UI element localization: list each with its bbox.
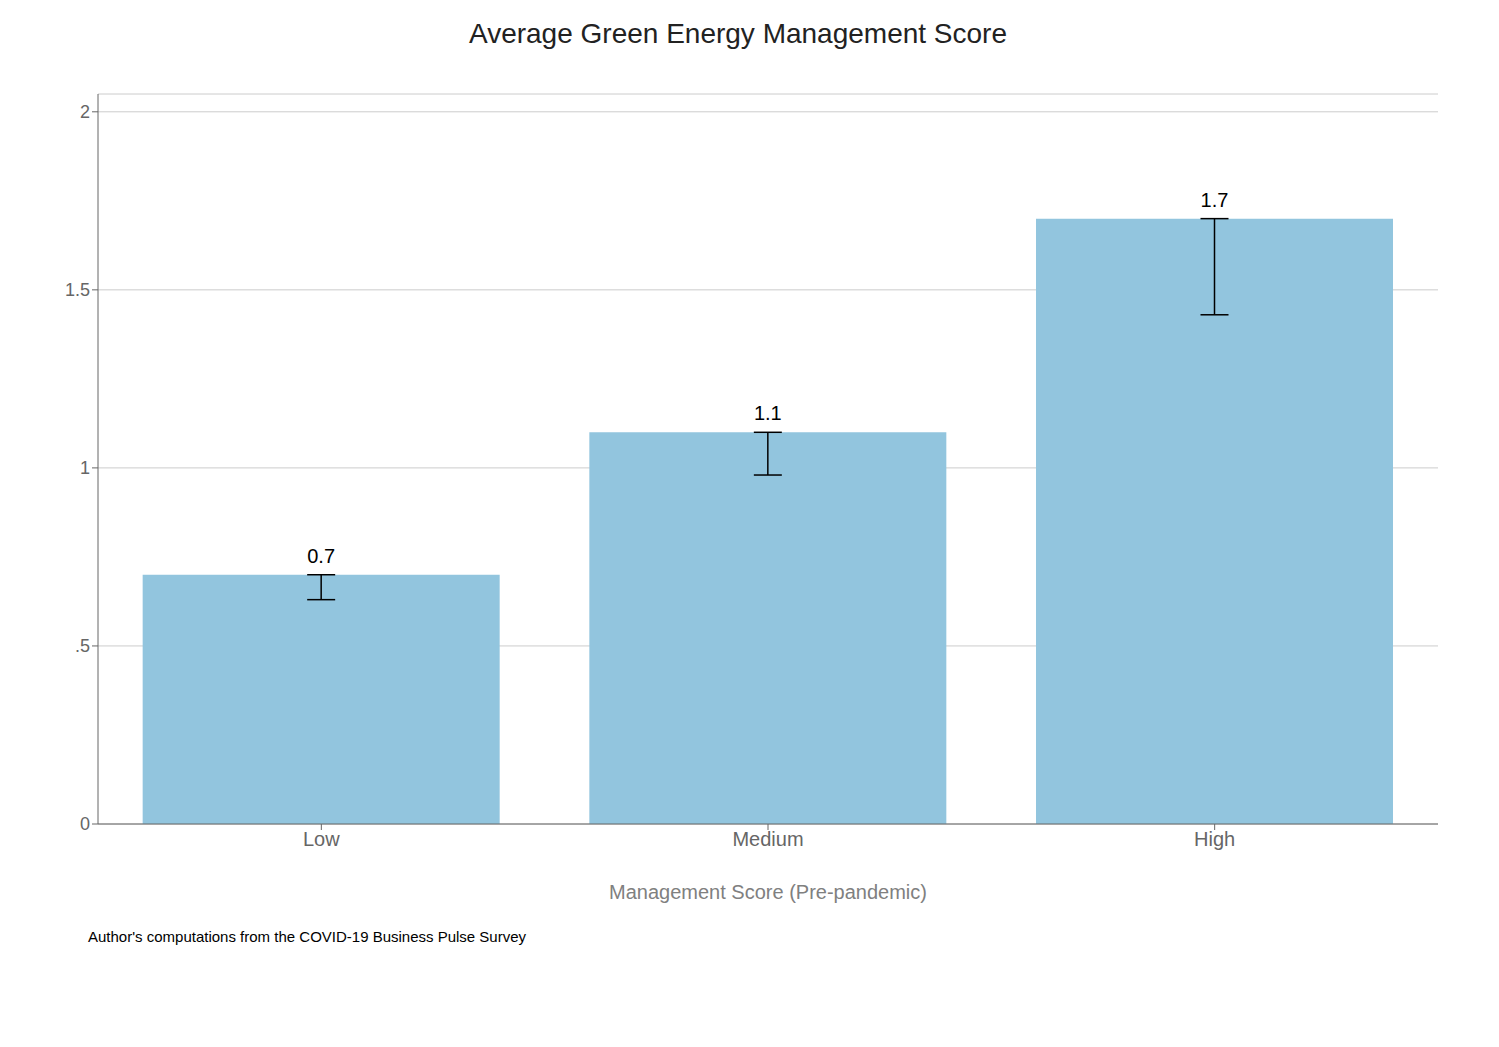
svg-text:Management Score (Pre-pandemic: Management Score (Pre-pandemic) xyxy=(609,881,927,903)
svg-text:2: 2 xyxy=(80,102,90,122)
svg-text:Medium: Medium xyxy=(732,828,803,850)
svg-text:Low: Low xyxy=(303,828,340,850)
svg-text:0.7: 0.7 xyxy=(307,545,335,567)
svg-text:1.7: 1.7 xyxy=(1201,189,1229,211)
svg-text:High: High xyxy=(1194,828,1235,850)
html-text:Average Green Energy Managemen: Average Green Energy Management Score xyxy=(469,18,1007,49)
svg-text:1.5: 1.5 xyxy=(65,280,90,300)
svg-text:0: 0 xyxy=(80,814,90,834)
svg-text:.5: .5 xyxy=(75,636,90,656)
html-text:Author's computations from the: Author's computations from the COVID-19 … xyxy=(88,928,527,945)
svg-text:1: 1 xyxy=(80,458,90,478)
svg-text:1.1: 1.1 xyxy=(754,402,782,424)
